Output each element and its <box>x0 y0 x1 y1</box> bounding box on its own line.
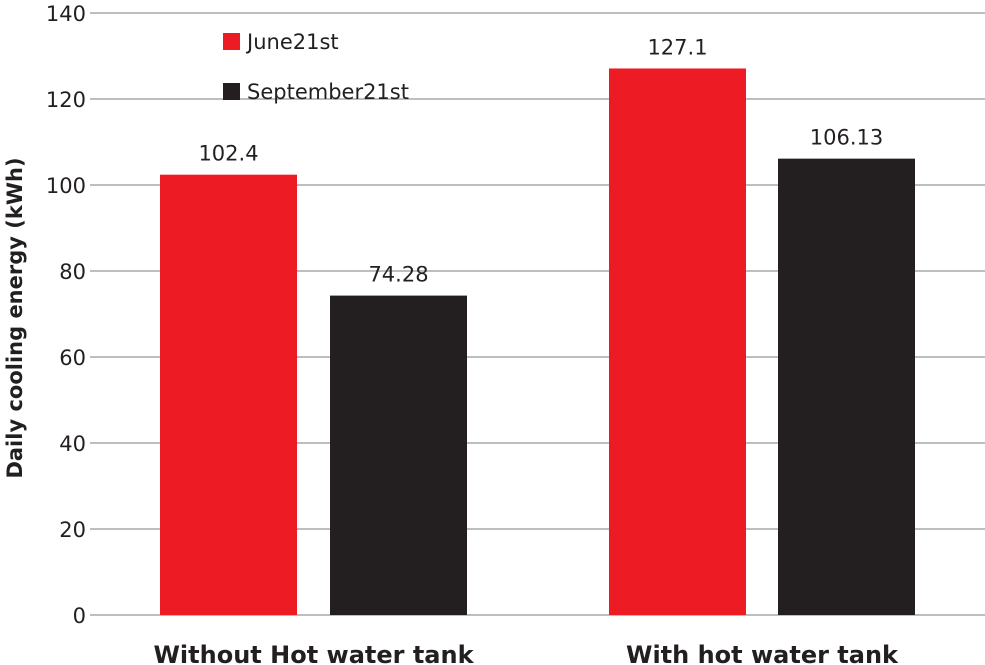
data-label: 102.4 <box>198 142 258 166</box>
data-label: 127.1 <box>647 35 707 59</box>
category-label: With hot water tank <box>626 641 899 665</box>
legend-label: September21st <box>247 80 409 104</box>
bar-june21st <box>609 68 746 616</box>
category-labels: Without Hot water tank With hot water tan… <box>153 641 899 665</box>
y-tick-label: 120 <box>46 88 86 112</box>
y-tick-label: 60 <box>59 346 86 370</box>
legend-label: June21st <box>245 30 339 54</box>
legend: June21st September21st <box>223 30 409 104</box>
bar-september21st <box>778 158 915 616</box>
data-labels: 102.4 74.28 127.1 106.13 <box>198 35 883 286</box>
y-tick-labels: 0 20 40 60 80 100 120 140 <box>46 2 86 628</box>
data-label: 106.13 <box>810 126 883 150</box>
legend-swatch <box>223 33 240 50</box>
y-tick-label: 80 <box>59 260 86 284</box>
bar-june21st <box>160 174 297 615</box>
y-tick-label: 0 <box>73 604 86 628</box>
legend-swatch <box>223 83 240 100</box>
y-tick-label: 20 <box>59 518 86 542</box>
bar-september21st <box>330 295 467 615</box>
bars <box>160 68 915 616</box>
y-tick-label: 140 <box>46 2 86 26</box>
y-axis-label: Daily cooling energy (kWh) <box>3 157 27 478</box>
y-tick-label: 100 <box>46 174 86 198</box>
category-label: Without Hot water tank <box>153 641 474 665</box>
data-label: 74.28 <box>368 263 428 287</box>
y-tick-label: 40 <box>59 432 86 456</box>
